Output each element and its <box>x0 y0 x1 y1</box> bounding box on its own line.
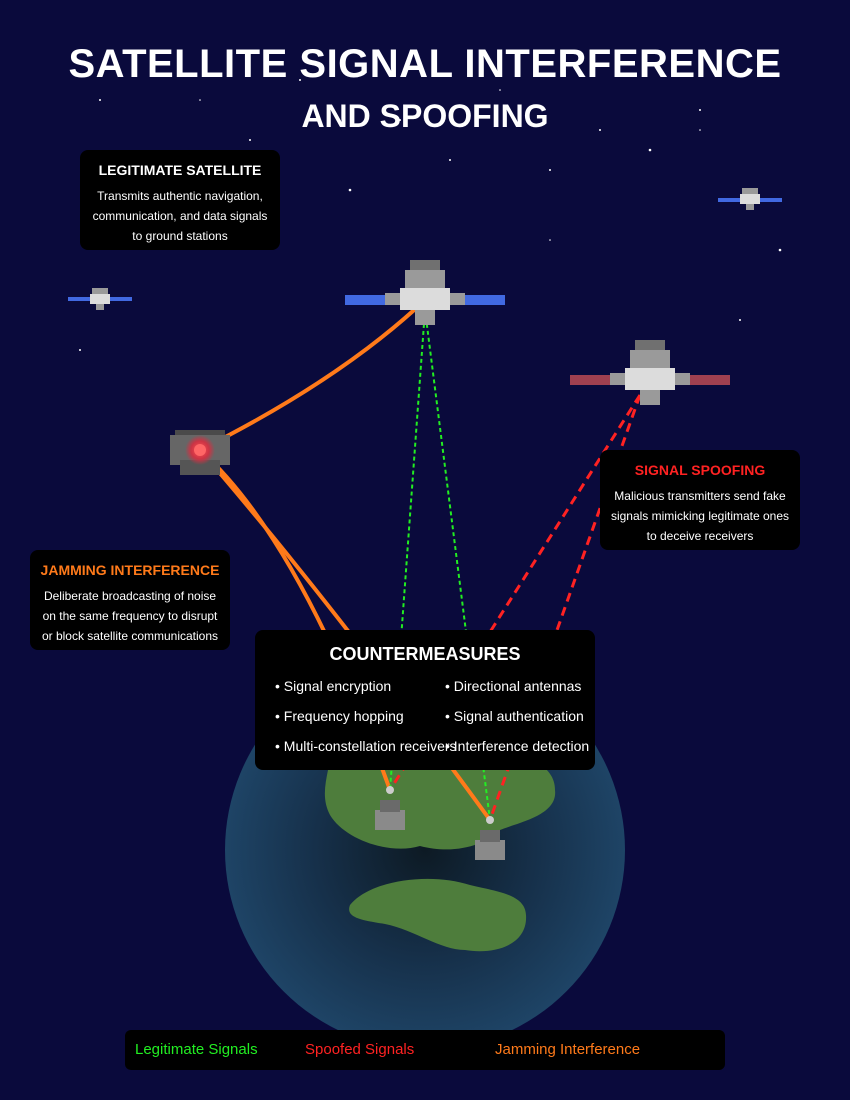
countermeasure-item: • Signal encryption <box>275 678 392 694</box>
description-line: Malicious transmitters send fake <box>614 489 786 503</box>
small-satellite-right-icon <box>718 188 782 210</box>
legend-jamming: Jamming Interference <box>495 1041 641 1058</box>
jamming-interference-title: JAMMING INTERFERENCE <box>40 562 220 578</box>
countermeasure-item: • Interference detection <box>445 738 590 754</box>
description-line: on the same frequency to disrupt <box>42 609 218 623</box>
description-line: communication, and data signals <box>92 209 268 223</box>
countermeasure-item: • Multi-constellation receivers <box>275 738 457 754</box>
signal-spoofing-box: SIGNAL SPOOFING Malicious transmitters s… <box>600 450 800 550</box>
countermeasure-item: • Directional antennas <box>445 678 582 694</box>
jamming-interference-description: Deliberate broadcasting of noise on the … <box>40 586 220 646</box>
description-line: or block satellite communications <box>41 629 219 643</box>
description-line: signals mimicking legitimate ones <box>610 509 790 523</box>
jammer-icon <box>170 430 230 475</box>
description-line: Transmits authentic navigation, <box>97 189 263 203</box>
page-subtitle: AND SPOOFING <box>301 98 549 134</box>
countermeasure-item: • Signal authentication <box>445 708 584 724</box>
legitimate-satellite-icon <box>345 260 505 325</box>
ground-station-1-icon <box>375 786 405 830</box>
spoof-line-1 <box>388 394 642 791</box>
jamming-line-to-satellite <box>198 298 427 452</box>
description-line: Deliberate broadcasting of noise <box>43 589 217 603</box>
description-line: to deceive receivers <box>646 529 754 543</box>
continent-south <box>349 878 527 952</box>
countermeasure-item: • Frequency hopping <box>275 708 404 724</box>
legitimate-satellite-title: LEGITIMATE SATELLITE <box>98 162 262 178</box>
signal-spoofing-description: Malicious transmitters send fake signals… <box>610 486 790 546</box>
legend: Legitimate Signals Spoofed Signals Jammi… <box>125 1030 725 1070</box>
legitimate-satellite-description: Transmits authentic navigation, communic… <box>90 186 270 246</box>
ground-station-2-icon <box>475 816 505 860</box>
description-line: to ground stations <box>132 229 228 243</box>
countermeasures-panel: COUNTERMEASURES • Signal encryption • Di… <box>255 630 595 770</box>
page-title: SATELLITE SIGNAL INTERFERENCE <box>68 42 782 86</box>
legitimate-satellite-box: LEGITIMATE SATELLITE Transmits authentic… <box>80 150 280 250</box>
spoofing-satellite-icon <box>570 340 730 405</box>
jamming-interference-box: JAMMING INTERFERENCE Deliberate broadcas… <box>30 550 230 650</box>
legend-legitimate: Legitimate Signals <box>135 1041 258 1058</box>
small-satellite-left-icon <box>68 288 132 310</box>
legend-spoofed: Spoofed Signals <box>305 1041 415 1058</box>
countermeasures-title: COUNTERMEASURES <box>329 644 521 664</box>
signal-spoofing-title: SIGNAL SPOOFING <box>634 462 766 478</box>
